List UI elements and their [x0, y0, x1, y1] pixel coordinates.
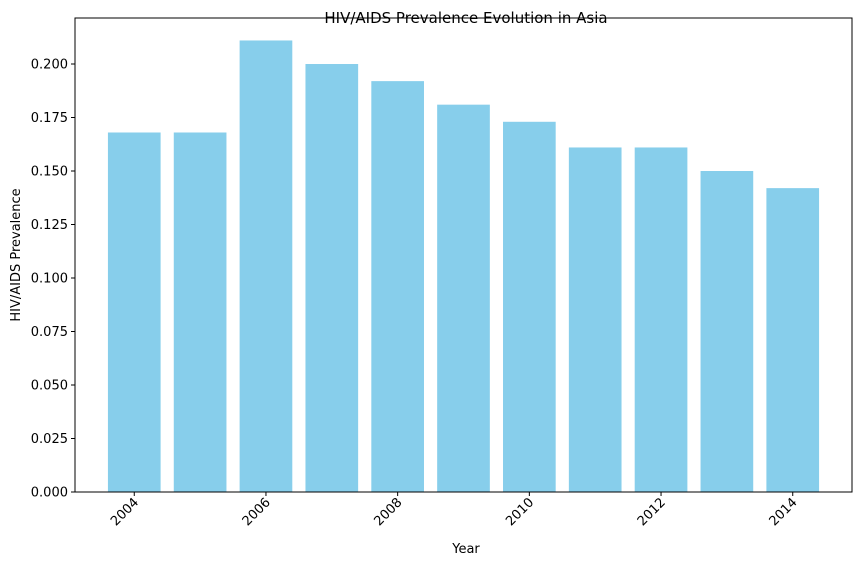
x-tick-label: 2014: [767, 495, 801, 529]
bar-2012: [634, 147, 688, 492]
bar-2005: [173, 132, 227, 492]
x-axis-ticks: 2004 2006 2008 2010 2012 2014: [108, 492, 801, 529]
y-tick-label: 0.025: [31, 432, 68, 447]
bar-2009: [437, 104, 490, 492]
y-tick-label: 0.000: [31, 486, 68, 501]
x-tick-label: 2012: [635, 495, 669, 529]
bar-2011: [568, 147, 622, 492]
x-tick-label: 2010: [503, 495, 537, 529]
y-tick-label: 0.100: [31, 272, 68, 287]
bar-2007: [305, 64, 359, 492]
x-tick-label: 2004: [108, 495, 142, 529]
bar-2004: [107, 132, 161, 492]
y-tick-label: 0.200: [31, 58, 68, 73]
bar-2013: [700, 171, 754, 492]
y-tick-label: 0.150: [31, 165, 68, 180]
bar-2006: [239, 40, 293, 493]
plot-frame: [74, 17, 853, 493]
y-tick-label: 0.125: [31, 218, 68, 233]
x-tick-label: 2006: [240, 495, 274, 529]
y-tick-label: 0.175: [31, 111, 68, 126]
y-tick-label: 0.075: [31, 325, 68, 340]
bar-2010: [503, 121, 556, 492]
x-axis-label: Year: [451, 542, 480, 557]
y-tick-label: 0.050: [31, 379, 68, 394]
bars-group: [107, 40, 820, 493]
y-axis-label: HIV/AIDS Prevalence: [9, 188, 24, 321]
bar-2014: [766, 188, 820, 492]
bar-2008: [371, 81, 424, 493]
y-axis-ticks: 0.000 0.025 0.050 0.075 0.100 0.125 0.150 0.175…: [31, 58, 75, 501]
x-tick-label: 2008: [371, 495, 405, 529]
